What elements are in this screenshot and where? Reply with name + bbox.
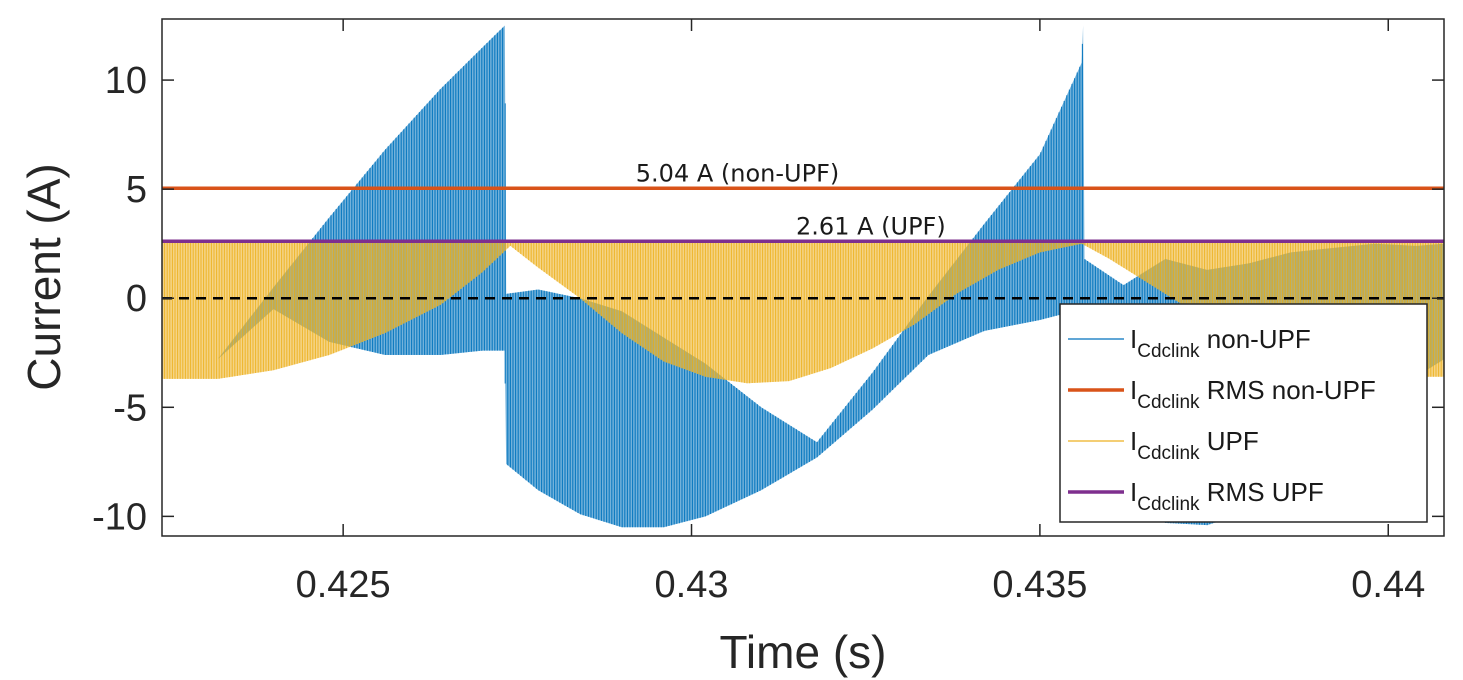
x-axis-title: Time (s)	[720, 626, 887, 678]
annotation-label: 5.04 A (non-UPF)	[636, 159, 839, 187]
y-tick-label: 0	[126, 278, 147, 320]
y-tick-label: 10	[105, 60, 147, 102]
legend-entry-upf_rms: ICdclink RMS UPF	[1130, 477, 1324, 515]
series-upf-strokes	[162, 241, 1444, 384]
y-tick-label: -10	[92, 496, 147, 538]
tick-layer: 0.425 0.43 0.435 0.44 -10 -5 0 5 10	[92, 19, 1444, 606]
series-upf-band	[162, 241, 1444, 384]
y-tick-label: 5	[126, 169, 147, 211]
plot-frame	[161, 18, 1445, 537]
x-tick-label: 0.43	[655, 564, 729, 606]
legend-entry-nonupf: ICdclink non-UPF	[1130, 324, 1311, 362]
legend-box	[1059, 303, 1428, 523]
annotation-layer: 5.04 A (non-UPF) 2.61 A (UPF)	[636, 159, 946, 240]
x-tick-label: 0.435	[992, 564, 1087, 606]
series-upf	[162, 241, 1444, 384]
x-tick-label: 0.44	[1351, 564, 1425, 606]
y-tick-label: -5	[113, 387, 147, 429]
legend-entry-nonupf_rms: ICdclink RMS non-UPF	[1130, 375, 1376, 413]
annotation-label: 2.61 A (UPF)	[796, 212, 946, 240]
x-tick-label: 0.425	[296, 564, 391, 606]
legend-entry-upf: ICdclink UPF	[1130, 426, 1259, 464]
legend: ICdclink non-UPF ICdclink RMS non-UPF ICdc…	[1059, 303, 1428, 523]
y-axis-title: Current (A)	[18, 163, 70, 390]
